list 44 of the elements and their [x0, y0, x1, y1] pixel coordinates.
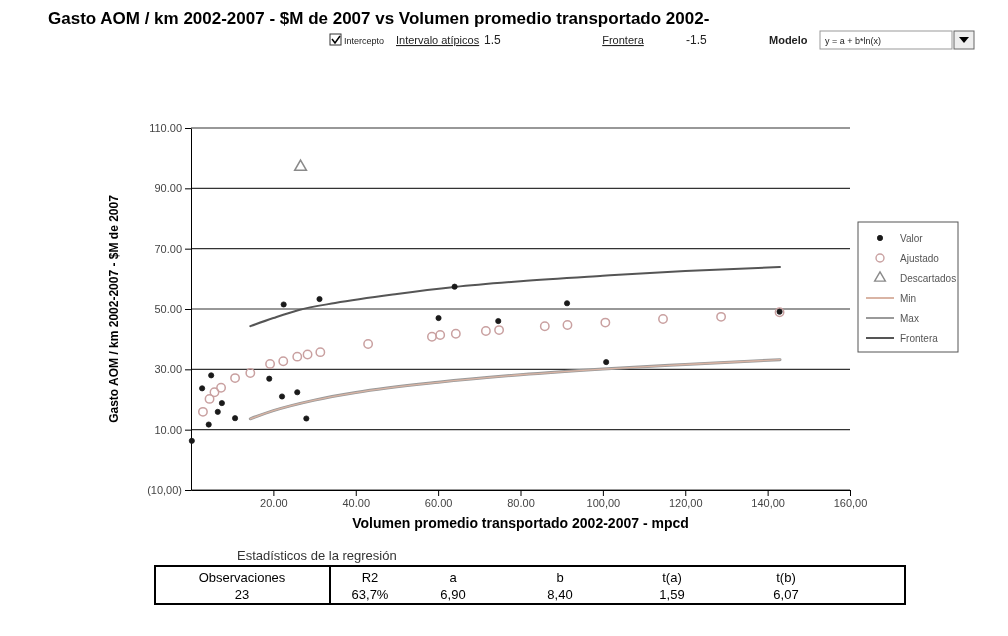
- y-tick-label: 30.00: [154, 363, 182, 376]
- y-tick-label: 50.00: [154, 303, 182, 316]
- x-tick-label: 160,00: [833, 496, 868, 509]
- y-axis-title: Gasto AOM / km 2002-2007 - $M de 2007: [107, 194, 121, 423]
- text: Intervalo atípicos: [396, 34, 480, 46]
- y-tick-label: 110.00: [149, 122, 182, 135]
- x-tick-label: 20.00: [260, 496, 288, 509]
- legend-label: Frontera: [900, 333, 939, 344]
- legend-label: Min: [900, 293, 917, 304]
- x-tick-label: 40.00: [342, 496, 371, 509]
- y-tick-label: 70.00: [154, 242, 182, 255]
- legend-label: Valor: [900, 233, 924, 244]
- text: Frontera: [602, 34, 645, 46]
- text: 23: [234, 587, 250, 602]
- text: 6,07: [773, 587, 799, 602]
- y-tick-label: (10,00): [147, 484, 182, 497]
- text: y = a + b*ln(x): [825, 36, 882, 46]
- text: R2: [361, 570, 379, 585]
- text: t(a): [662, 570, 682, 585]
- text: t(b): [776, 570, 796, 585]
- text: -1.5: [686, 33, 707, 47]
- legend-label: Ajustado: [900, 253, 940, 264]
- x-tick-label: 80.00: [507, 496, 535, 509]
- x-axis-title: Volumen promedio transportado 2002-2007 - mpcd: [352, 515, 689, 531]
- x-tick-label: 120,00: [668, 496, 703, 509]
- text: 6,90: [440, 587, 466, 602]
- chart-title: Gasto AOM / km 2002-2007 - $M de 2007 vs Volumen promedio transportado 2002-: [48, 9, 710, 28]
- text: Observaciones: [198, 570, 286, 585]
- y-tick-label: 10.00: [154, 423, 182, 436]
- x-tick-label: 60.00: [424, 496, 453, 509]
- x-tick-label: 140,00: [751, 496, 785, 509]
- text: 8,40: [547, 587, 573, 602]
- text: Estadísticos de la regresión: [237, 548, 397, 563]
- text: b: [556, 570, 564, 585]
- legend-label: Max: [900, 313, 919, 324]
- text: 1,59: [659, 587, 685, 602]
- y-tick-label: 90.00: [154, 182, 182, 195]
- text: 1.5: [484, 33, 502, 47]
- text: Modelo: [769, 34, 808, 46]
- text: Intercepto: [344, 36, 385, 46]
- legend-label: Descartados: [900, 273, 957, 284]
- text: 63,7%: [351, 587, 389, 602]
- x-tick-label: 100,00: [586, 496, 621, 509]
- text: a: [449, 570, 458, 585]
